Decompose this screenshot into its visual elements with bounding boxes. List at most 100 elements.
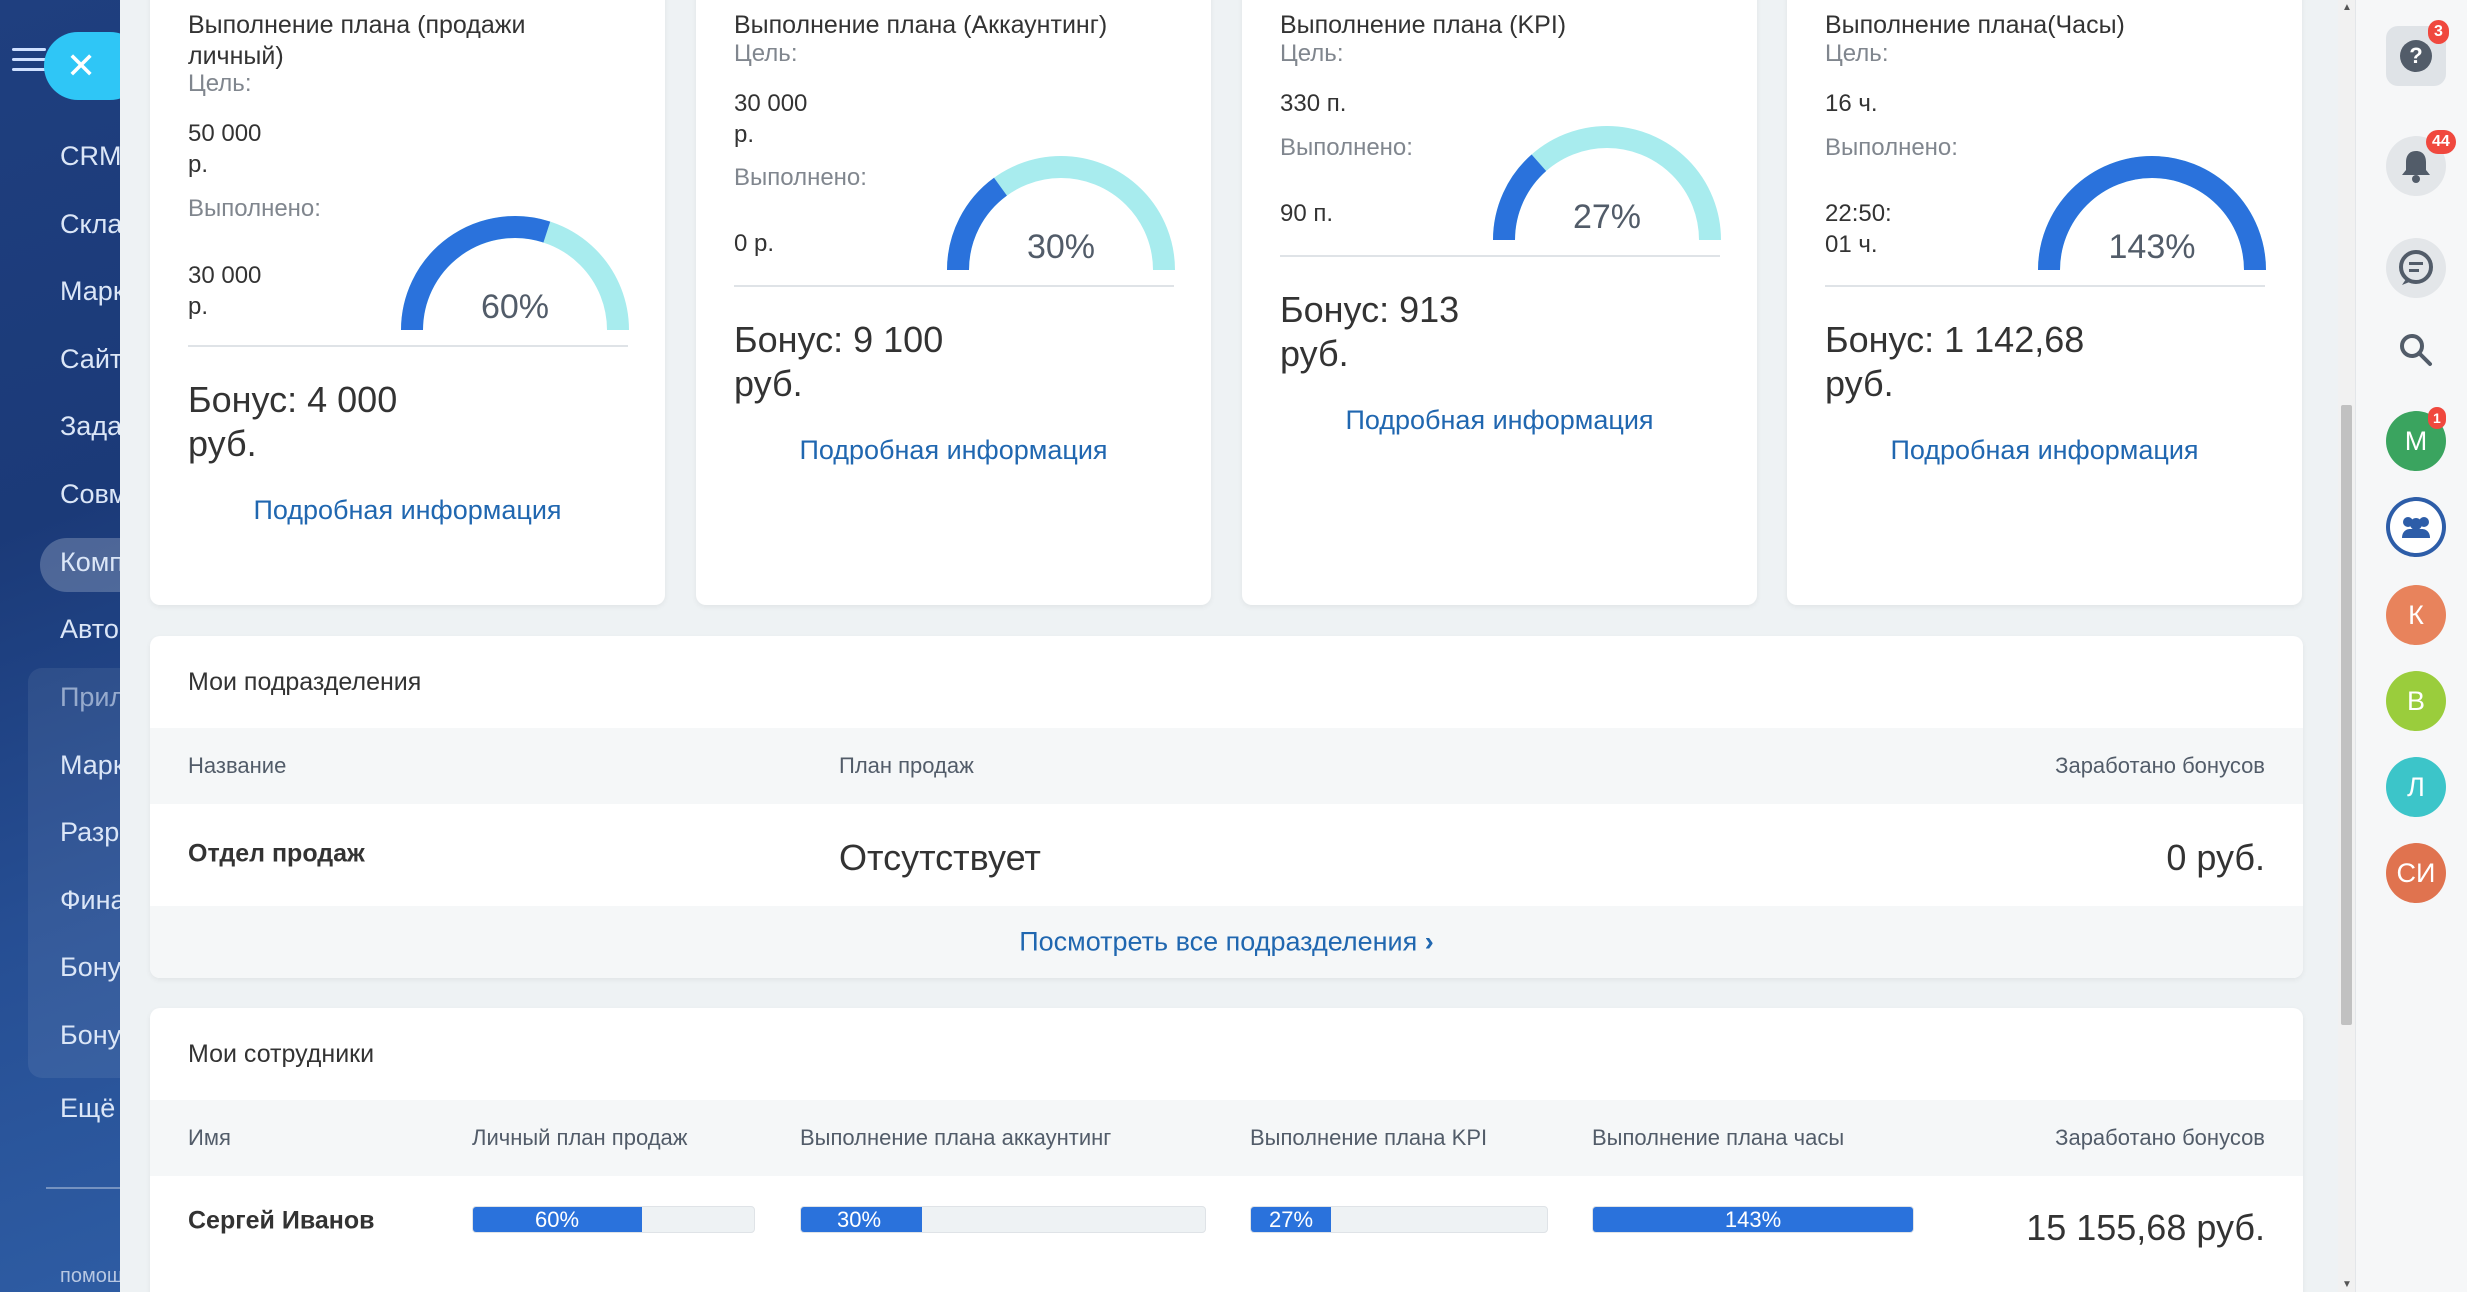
contact-avatar-m[interactable]: М 1 (2386, 407, 2446, 471)
notifications-badge: 44 (2426, 130, 2456, 154)
sidebar-divider (46, 1187, 120, 1189)
more-info-link[interactable]: Подробная информация (1890, 435, 2199, 465)
gauge-percent: 30% (1027, 228, 1095, 266)
progress-gauge: 143% (2038, 156, 2266, 271)
gauge-percent: 60% (481, 288, 549, 326)
done-value: 90 п. (1280, 200, 1334, 227)
goal-label: Цель: (1280, 40, 1344, 67)
avatar-initials: М (2404, 425, 2428, 456)
plan-title: Выполнение плана (KPI) (1280, 11, 1567, 39)
scroll-down-arrow[interactable]: ▼ (2342, 1279, 2352, 1290)
table-row: Сергей Иванов 60% 30% 27% 143% 15 155,68… (150, 1176, 2303, 1276)
employee-name: Сергей Иванов (188, 1206, 375, 1235)
sidebar-item-market[interactable]: Маркет (60, 750, 120, 780)
chevron-right-icon: › (1424, 926, 1434, 957)
sidebar-item-finance[interactable]: Финансы (60, 885, 120, 915)
help-badge: 3 (2428, 20, 2449, 44)
card-separator (734, 285, 1174, 287)
sidebar-help-link[interactable]: помощь (60, 1265, 120, 1287)
sidebar-item-automation[interactable]: Автоматизация (60, 614, 120, 644)
sidebar-item-crm[interactable]: CRM (60, 141, 120, 171)
progress-gauge: 60% (401, 216, 629, 331)
done-value: 22:50: 01 ч. (1825, 200, 1892, 258)
gauge-fill (2038, 156, 2266, 271)
close-slider-button[interactable]: ✕ (44, 32, 120, 100)
search-icon (2400, 334, 2432, 366)
main-content: Выполнение плана (продажи личный) Цель: … (120, 0, 2340, 1292)
notifications-button[interactable]: 44 (2386, 130, 2456, 196)
gauge-percent: 143% (2109, 228, 2196, 266)
col-kpi: Выполнение плана KPI (1250, 1125, 1488, 1150)
more-info-link[interactable]: Подробная информация (1345, 405, 1654, 435)
help-button[interactable]: ? 3 (2386, 20, 2449, 86)
done-label: Выполнено: (1825, 134, 1958, 161)
plan-title: Выполнение плана(Часы) (1825, 11, 2125, 39)
view-all-departments-link[interactable]: Посмотреть все подразделения › (150, 927, 2303, 958)
done-label: Выполнено: (1280, 134, 1413, 161)
gauge-fill (401, 216, 551, 331)
departments-card: Мои подразделения Название План продаж З… (150, 636, 2303, 978)
group-chat-icon (2390, 501, 2442, 553)
hours-progress-bar: 143% (1592, 1206, 1914, 1233)
progress-text: 27% (1269, 1207, 1314, 1232)
bonus-amount: Бонус: 9 100 руб. (734, 319, 944, 404)
more-info-link[interactable]: Подробная информация (253, 495, 562, 525)
contact-avatar-l[interactable]: Л (2386, 757, 2446, 817)
sidebar-item-marketing[interactable]: Маркетинг (60, 276, 120, 306)
scroll-up-arrow[interactable]: ▲ (2342, 2, 2352, 13)
progress-fill (801, 1207, 923, 1232)
plan-card-accounting: Выполнение плана (Аккаунтинг) Цель: 30 0… (696, 0, 1211, 605)
gauge-fill (947, 177, 1008, 271)
close-icon: ✕ (66, 45, 97, 86)
plan-card-sales: Выполнение плана (продажи личный) Цель: … (150, 0, 665, 605)
departments-table-header: Название План продаж Заработано бонусов (150, 728, 2303, 804)
sidebar-item-bonus-1[interactable]: Бонусы (60, 952, 120, 982)
sidebar-item-company[interactable]: Компания (60, 547, 120, 577)
left-sidebar: CRM Склад Маркетинг Сайты Задачи Совмест… (0, 0, 120, 1292)
search-button[interactable] (2386, 320, 2446, 380)
avatar-initials: К (2408, 599, 2424, 630)
more-info-link[interactable]: Подробная информация (799, 435, 1108, 465)
goal-label: Цель: (188, 70, 252, 97)
progress-fill (1251, 1207, 1331, 1232)
gauge-fill (1493, 154, 1547, 241)
kpi-progress-bar: 27% (1250, 1206, 1548, 1233)
sidebar-item-apps[interactable]: Приложения (60, 682, 120, 712)
sidebar-item-developers[interactable]: Разработчикам (60, 817, 120, 847)
card-separator (188, 345, 628, 347)
goal-value: 330 п. (1280, 90, 1347, 117)
employees-card: Мои сотрудники Имя Личный план продаж Вы… (150, 1008, 2303, 1292)
sidebar-item-more[interactable]: Ещё (60, 1093, 116, 1123)
department-bonus: 0 руб. (2166, 837, 2265, 878)
page-scrollbar[interactable]: ▲ ▼ (2338, 0, 2355, 1292)
table-row: Отдел продаж Отсутствует 0 руб. (150, 804, 2303, 904)
sidebar-selected-bg (40, 538, 120, 592)
sidebar-item-tasks[interactable]: Задачи (60, 411, 120, 441)
group-chat-button[interactable] (2386, 497, 2446, 557)
sidebar-item-collab[interactable]: Совместная работа (60, 479, 120, 509)
contact-avatar-k[interactable]: К (2386, 585, 2446, 645)
avatar-initials: СИ (2396, 857, 2436, 888)
sidebar-item-bonus-2[interactable]: Бонусы (60, 1020, 120, 1050)
plan-card-kpi: Выполнение плана (KPI) Цель: 330 п. Выпо… (1242, 0, 1757, 605)
progress-fill (1593, 1207, 1913, 1232)
sidebar-item-warehouse[interactable]: Склад (60, 209, 120, 239)
sidebar-item-sites[interactable]: Сайты (60, 344, 120, 374)
menu-icon[interactable] (12, 48, 46, 72)
goal-value: 16 ч. (1825, 90, 1878, 117)
col-bonus: Заработано бонусов (2055, 753, 2265, 778)
plan-card-hours: Выполнение плана(Часы) Цель: 16 ч. Выпол… (1787, 0, 2302, 605)
col-accounting: Выполнение плана аккаунтинг (800, 1125, 1112, 1150)
department-plan: Отсутствует (839, 837, 1041, 878)
contact-avatar-v[interactable]: В (2386, 671, 2446, 731)
view-all-label: Посмотреть все подразделения (1019, 926, 1418, 957)
chat-button[interactable] (2386, 238, 2446, 298)
bonus-amount: Бонус: 913 руб. (1280, 289, 1460, 374)
progress-text: 30% (837, 1207, 882, 1232)
col-name: Имя (188, 1125, 231, 1150)
departments-title: Мои подразделения (188, 668, 422, 696)
bonus-amount: Бонус: 1 142,68 руб. (1825, 319, 2085, 404)
contact-avatar-si[interactable]: СИ (2386, 843, 2446, 903)
scroll-thumb[interactable] (2341, 405, 2352, 1025)
accounting-progress-bar: 30% (800, 1206, 1206, 1233)
